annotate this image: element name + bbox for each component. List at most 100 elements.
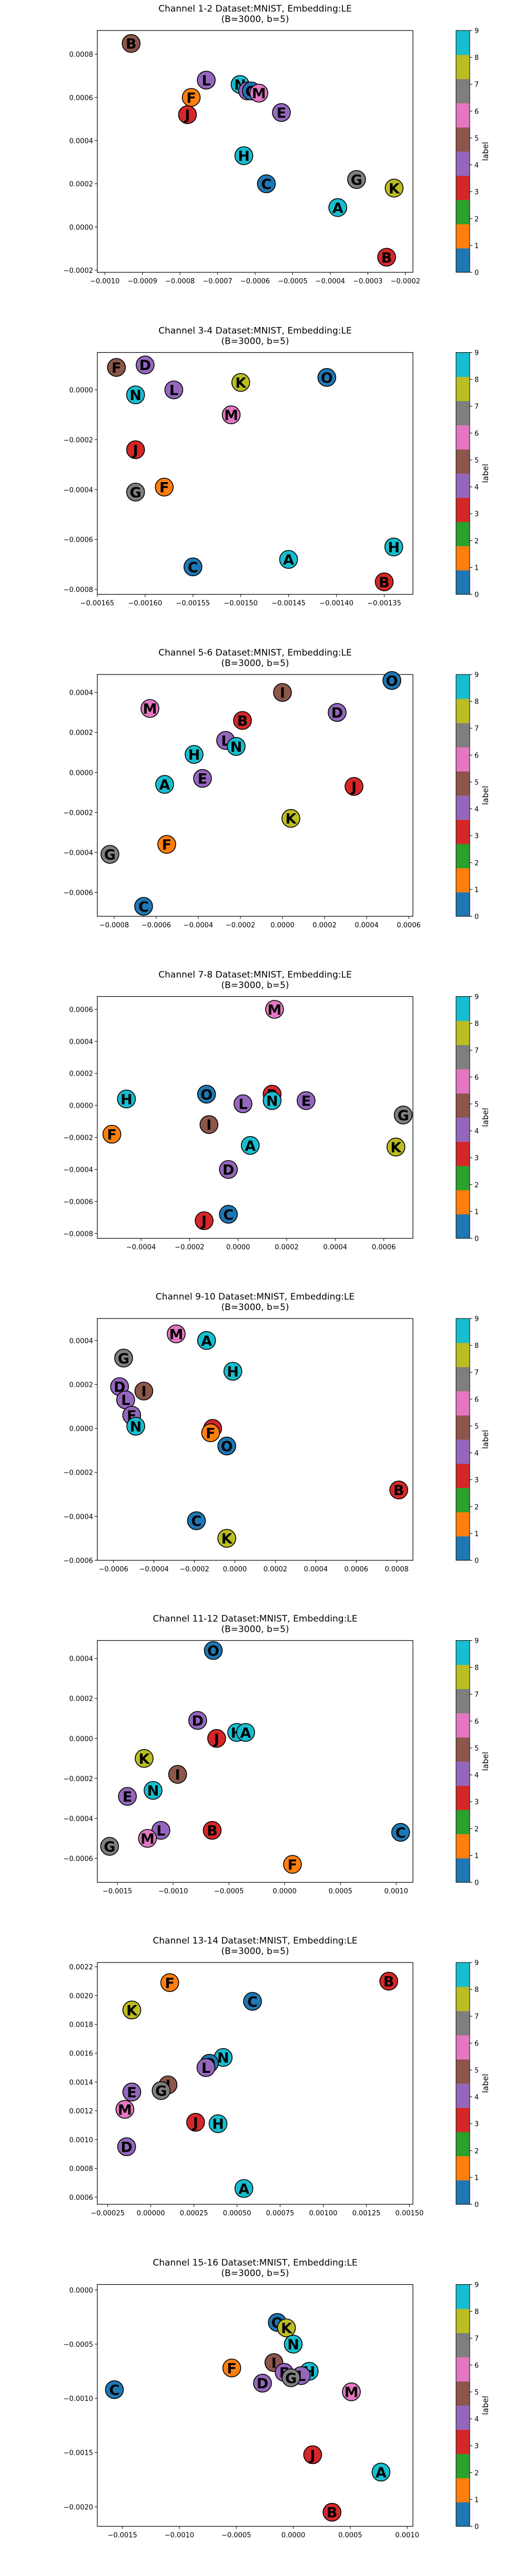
colorbar-tick-label: 6 [474, 108, 479, 116]
point-label: A [238, 2181, 249, 2197]
x-tick-label: 0.0000 [226, 1244, 250, 1252]
point-label: C [261, 177, 272, 193]
colorbar-segment [456, 1536, 470, 1561]
scatter-point [196, 2058, 216, 2077]
colorbar-tick-label: 5 [474, 779, 479, 786]
colorbar-frame [456, 30, 470, 273]
x-tick-label: 0.0008 [385, 1566, 409, 1573]
scatter-point [197, 70, 216, 90]
scatter-point [115, 2100, 135, 2119]
y-tick-label: 0.0000 [69, 387, 94, 395]
colorbar-tick-label: 1 [474, 2496, 479, 2504]
plot-area [97, 2284, 413, 2527]
x-tick-label: −0.00165 [80, 600, 115, 608]
scatter-point [102, 1125, 122, 1144]
colorbar-label: label [481, 1430, 490, 1449]
colorbar-tick-label: 3 [474, 1154, 479, 1162]
scatter-point [279, 550, 298, 569]
scatter-point [384, 537, 403, 557]
scatter-point [342, 2382, 361, 2401]
colorbar-tick-label: 2 [474, 216, 479, 223]
point-label: L [202, 73, 211, 89]
scatter-point [253, 2374, 272, 2393]
y-tick-label: −0.0006 [64, 889, 93, 897]
point-label: J [350, 779, 357, 795]
x-tick-label: −0.0005 [278, 278, 307, 285]
y-tick-label: 0.0020 [69, 1992, 94, 2000]
colorbar-segment [456, 747, 470, 772]
colorbar-segment [456, 2405, 470, 2430]
point-label: M [169, 1326, 184, 1343]
scatter-point [184, 557, 203, 577]
x-tick-label: 0.0002 [264, 1566, 288, 1573]
colorbar-segment [456, 200, 470, 224]
x-tick-label: 0.0000 [270, 922, 295, 929]
colorbar-tick-label: 8 [474, 1342, 479, 1350]
scatter-point [234, 1094, 252, 1113]
plot-area [97, 996, 413, 1239]
colorbar-segment [456, 401, 470, 425]
colorbar-frame [456, 674, 470, 917]
colorbar-segment [456, 820, 470, 844]
scatter-point [100, 845, 119, 864]
colorbar-tick-label: 8 [474, 1986, 479, 1994]
point-label: D [257, 2376, 268, 2392]
colorbar-segment [456, 2357, 470, 2381]
colorbar-segment [456, 449, 470, 474]
colorbar-tick-label: 1 [474, 564, 479, 572]
point-label: F [165, 1975, 174, 1991]
scatter-point [201, 1423, 220, 1443]
x-tick-label: −0.00025 [90, 2210, 125, 2217]
chart-subtitle: (B=3000, b=5) [221, 1946, 289, 1957]
scatter-point [322, 2502, 342, 2522]
colorbar-tick-label: 0 [474, 1557, 479, 1565]
point-label: A [376, 2465, 387, 2481]
colorbar-tick-label: 4 [474, 2094, 479, 2102]
chart-panel-5: Channel 9-10 Dataset:MNIST, Embedding:LE… [64, 1292, 490, 1573]
x-tick-label: −0.00135 [367, 600, 401, 608]
colorbar-segment [456, 1488, 470, 1512]
point-label: B [207, 1823, 218, 1839]
colorbar-tick-label: 6 [474, 430, 479, 438]
colorbar-segment [456, 674, 470, 699]
colorbar-segment [456, 2284, 470, 2309]
colorbar-label: label [481, 1108, 490, 1127]
scatter-point [391, 1823, 410, 1842]
colorbar-segment [456, 1737, 470, 1762]
colorbar-tick-label: 5 [474, 2389, 479, 2397]
point-label: L [169, 383, 178, 399]
colorbar-segment [456, 2083, 470, 2108]
colorbar-segment [456, 30, 470, 55]
scatter-point [195, 1211, 214, 1230]
x-tick-label: −0.0004 [184, 922, 213, 929]
chart-panel-4: Channel 7-8 Dataset:MNIST, Embedding:LE(… [64, 970, 490, 1252]
scatter-point [236, 1723, 255, 1742]
y-tick-label: 0.0016 [69, 2050, 94, 2058]
colorbar-segment [456, 1785, 470, 1810]
colorbar: 0 1 2 3 4 5 6 7 8 9 label [456, 1959, 490, 2209]
x-tick-label: 0.0002 [312, 922, 337, 929]
colorbar-segment [456, 2132, 470, 2156]
colorbar-segment [456, 1713, 470, 1737]
colorbar-segment [456, 2108, 470, 2132]
colorbar-tick-label: 3 [474, 1798, 479, 1806]
colorbar-label: label [481, 142, 490, 161]
colorbar-tick-label: 5 [474, 1101, 479, 1109]
colorbar-tick-label: 7 [474, 81, 479, 89]
colorbar-segment [456, 176, 470, 200]
scatter-point [134, 1382, 154, 1401]
x-tick-label: 0.0006 [345, 1566, 369, 1573]
x-tick-label: 0.0006 [372, 1244, 396, 1252]
colorbar-label: label [481, 464, 490, 483]
point-label: G [104, 847, 116, 863]
colorbar-tick-label: 4 [474, 162, 479, 170]
scatter-point [151, 2081, 171, 2100]
colorbar-tick-label: 5 [474, 2067, 479, 2074]
x-tick-label: −0.0004 [126, 1244, 156, 1252]
scatter-point [117, 2137, 136, 2156]
chart-panel-1: Channel 1-2 Dataset:MNIST, Embedding:LE(… [64, 4, 490, 285]
x-tick-label: 0.00150 [396, 2210, 424, 2217]
point-label: K [390, 1140, 402, 1156]
y-tick-label: 0.0002 [69, 181, 94, 189]
scatter-point [231, 373, 250, 392]
